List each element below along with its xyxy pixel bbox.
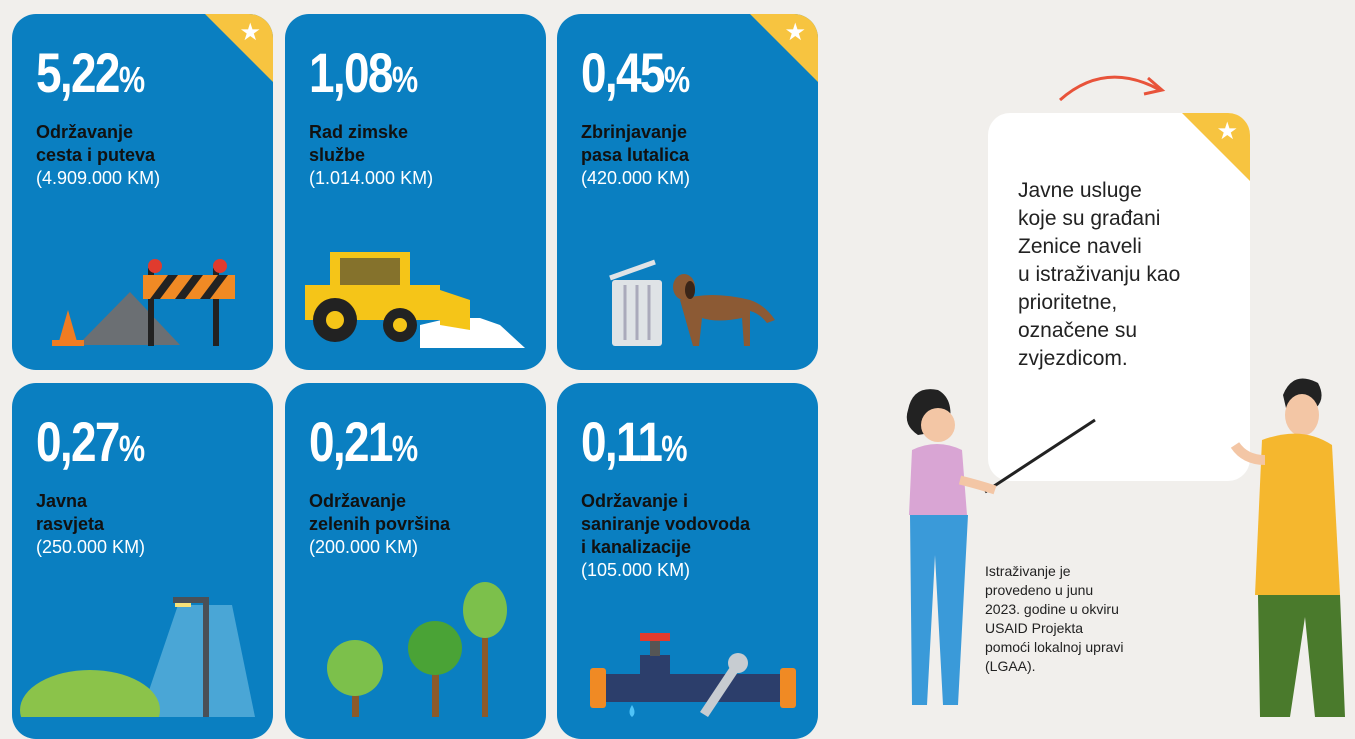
note-text: Javne usluge koje su građani Zenice naveli…	[1018, 177, 1180, 373]
service-title: Zbrinjavanje pasa lutalica (420.000 KM)	[581, 121, 690, 190]
footnote-line: USAID Projekta	[985, 620, 1084, 636]
note-box: ★ Javne usluge koje su građani Zenice nave…	[988, 113, 1250, 481]
title-line: Javna	[36, 491, 88, 511]
service-card: 0,11% Održavanje i saniranje vodovoda i kan…	[557, 383, 818, 739]
footnote: Istraživanje je provedeno u junu 2023. god…	[985, 562, 1124, 676]
service-card: ★ 5,22% Održavanje cesta i puteva (4.909.000…	[12, 14, 273, 370]
title-line: i kanalizacije	[581, 537, 692, 557]
note-line: Javne usluge	[1018, 179, 1142, 202]
title-line: rasvjeta	[36, 514, 105, 534]
amount: (4.909.000 KM)	[36, 168, 161, 188]
percent: 0,21%	[309, 409, 418, 474]
service-title: Održavanje cesta i puteva (4.909.000 KM)	[36, 121, 160, 190]
service-card: 0,27% Javna rasvjeta (250.000 KM)	[12, 383, 273, 739]
star-badge: ★	[1182, 113, 1250, 181]
star: ★	[1216, 118, 1238, 145]
amount: (105.000 KM)	[581, 560, 691, 580]
note-line: označene su	[1018, 319, 1138, 342]
percent: 0,45%	[581, 40, 690, 105]
star: ★	[784, 19, 806, 46]
amount: (250.000 KM)	[36, 537, 146, 557]
title-line: zelenih površina	[309, 514, 451, 534]
note-line: Zenice naveli	[1018, 235, 1142, 258]
page: {"cards": [ {"value": "5,22", "unit": "%…	[12, 14, 1345, 739]
percent-value: 0,21	[309, 410, 393, 473]
percent: 5,22%	[36, 40, 145, 105]
amount: (200.000 KM)	[309, 537, 419, 557]
title-line: saniranje vodovoda	[581, 514, 751, 534]
percent-unit: %	[661, 428, 688, 469]
service-card: 1,08% Rad zimske službe (1.014.000 KM)	[285, 14, 546, 370]
percent-value: 0,11	[581, 410, 663, 473]
title-line: službe	[309, 145, 366, 165]
service-title: Održavanje zelenih površina (200.000 KM)	[309, 490, 450, 559]
note-line: zvjezdicom.	[1018, 347, 1128, 370]
percent: 0,11%	[581, 409, 688, 474]
percent-value: 1,08	[309, 41, 393, 104]
title-line: pasa lutalica	[581, 145, 690, 165]
percent: 0,27%	[36, 409, 145, 474]
footnote-line: Istraživanje je	[985, 563, 1071, 579]
note-line: koje su građani	[1018, 207, 1161, 230]
percent: 1,08%	[309, 40, 418, 105]
title-line: Održavanje	[36, 122, 134, 142]
star-badge: ★	[205, 14, 273, 82]
percent-unit: %	[663, 59, 691, 100]
title-line: Rad zimske	[309, 122, 409, 142]
footnote-line: provedeno u junu	[985, 582, 1094, 598]
service-title: Javna rasvjeta (250.000 KM)	[36, 490, 145, 559]
note-line: prioritetne,	[1018, 291, 1118, 314]
percent-value: 5,22	[36, 41, 120, 104]
service-title: Rad zimske službe (1.014.000 KM)	[309, 121, 433, 190]
amount: (420.000 KM)	[581, 168, 691, 188]
percent-value: 0,45	[581, 41, 665, 104]
title-line: Zbrinjavanje	[581, 122, 688, 142]
footnote-line: (LGAA).	[985, 658, 1036, 674]
star: ★	[239, 19, 261, 46]
percent-unit: %	[391, 59, 419, 100]
percent-unit: %	[118, 59, 146, 100]
percent-value: 0,27	[36, 410, 120, 473]
service-card: ★ 0,45% Zbrinjavanje pasa lutalica (420.000 …	[557, 14, 818, 370]
service-title: Održavanje i saniranje vodovoda i kanaliza…	[581, 490, 750, 582]
footnote-line: 2023. godine u okviru	[985, 601, 1119, 617]
percent-unit: %	[118, 428, 146, 469]
footnote-line: pomoći lokalnoj upravi	[985, 639, 1124, 655]
service-card: 0,21% Održavanje zelenih površina (200.000 …	[285, 383, 546, 739]
title-line: Održavanje i	[581, 491, 689, 511]
percent-unit: %	[391, 428, 419, 469]
amount: (1.014.000 KM)	[309, 168, 434, 188]
star-badge: ★	[750, 14, 818, 82]
title-line: Održavanje	[309, 491, 407, 511]
note-line: u istraživanju kao	[1018, 263, 1181, 286]
title-line: cesta i puteva	[36, 145, 156, 165]
